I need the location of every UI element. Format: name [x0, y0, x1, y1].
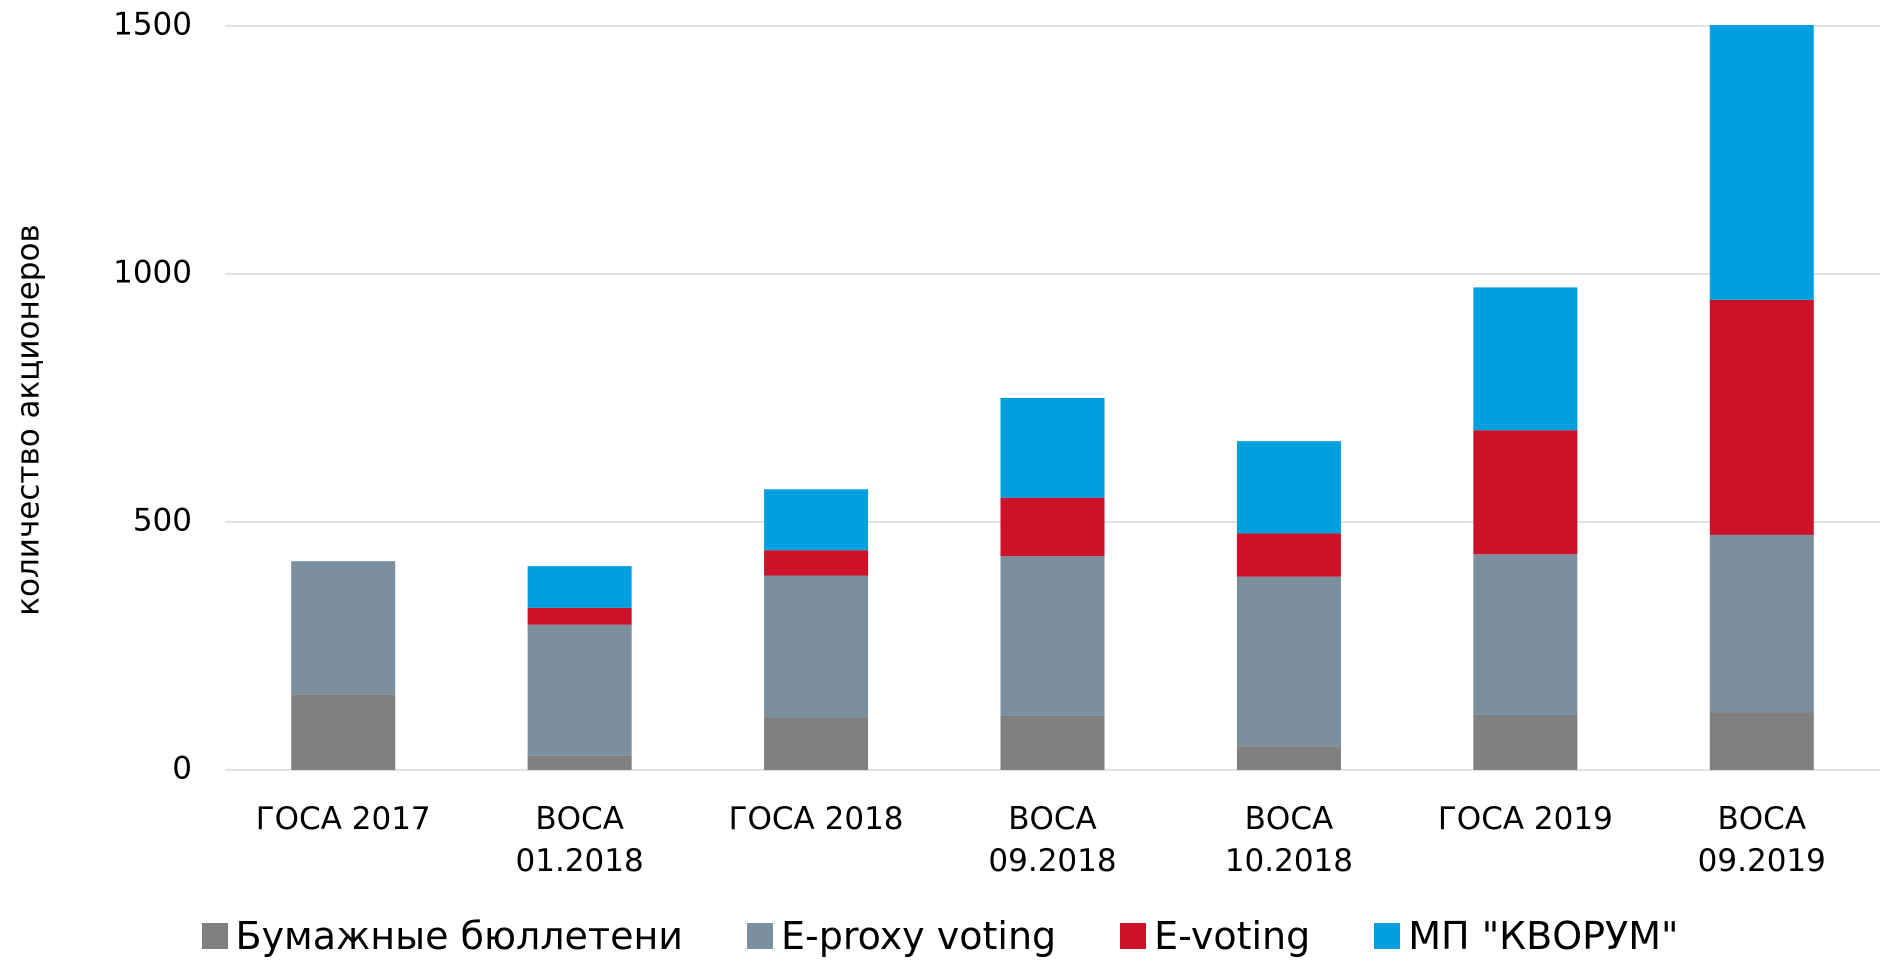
bar-segment: [1236, 441, 1341, 534]
bar-segment: [291, 561, 396, 695]
bar-segment: [527, 624, 632, 756]
bar-segment: [527, 566, 632, 608]
bar-segment: [1709, 299, 1814, 535]
x-tick-label: ВОСА 09.2019: [1697, 801, 1826, 879]
bar-segment: [1000, 556, 1105, 716]
legend-label: Бумажные бюллетени: [235, 914, 683, 958]
x-tick-label: ГОСА 2017: [255, 801, 431, 837]
legend-swatch: [1120, 923, 1147, 949]
x-tick-label: ВОСА 10.2018: [1224, 801, 1354, 879]
y-tick-label: 500: [133, 503, 192, 539]
bar-segment: [764, 550, 869, 576]
bar-segment: [1473, 554, 1578, 715]
bar-segment: [1473, 287, 1578, 431]
legend-swatch: [746, 923, 773, 949]
bar-segment: [1000, 715, 1105, 770]
legend-swatch: [201, 923, 228, 949]
y-tick-label: 1500: [113, 7, 192, 43]
bar-segment: [764, 717, 869, 770]
bar-segment: [1000, 398, 1105, 498]
bar-segment: [1709, 534, 1814, 713]
bar-segment: [1473, 714, 1578, 770]
legend-item: МП "КВОРУМ": [1374, 914, 1678, 958]
bar-segment: [1236, 746, 1341, 770]
bar-segment: [764, 489, 869, 551]
bar-segment: [291, 694, 396, 770]
bar-segment: [764, 575, 869, 718]
bar-segment: [1000, 497, 1105, 557]
legend-item: Бумажные бюллетени: [201, 914, 683, 958]
x-tick-label: ВОСА 01.2018: [515, 801, 644, 879]
x-tick-label: ВОСА 09.2018: [988, 801, 1117, 879]
y-tick-label: 0: [172, 751, 192, 787]
y-axis-title: количество акционеров: [11, 224, 47, 615]
bar-segment: [1709, 25, 1814, 300]
legend-label: МП "КВОРУМ": [1408, 914, 1679, 958]
legend-swatch: [1374, 923, 1401, 949]
legend-label: E-proxy voting: [780, 914, 1057, 958]
y-tick-label: 1000: [113, 255, 192, 291]
legend-label: E-voting: [1154, 914, 1311, 958]
bar-segment: [1236, 533, 1341, 577]
legend-item: E-proxy voting: [746, 914, 1057, 958]
bar-segment: [527, 607, 632, 625]
bar-segment: [1473, 430, 1578, 555]
x-tick-label: ГОСА 2019: [1437, 801, 1613, 837]
bar-segment: [527, 755, 632, 770]
bar-segment: [1709, 712, 1814, 770]
bar-segment: [1236, 576, 1341, 747]
x-tick-label: ГОСА 2018: [728, 801, 904, 837]
legend-item: E-voting: [1120, 914, 1310, 958]
legend: Бумажные бюллетени E-proxy voting E-voting…: [0, 914, 1880, 958]
